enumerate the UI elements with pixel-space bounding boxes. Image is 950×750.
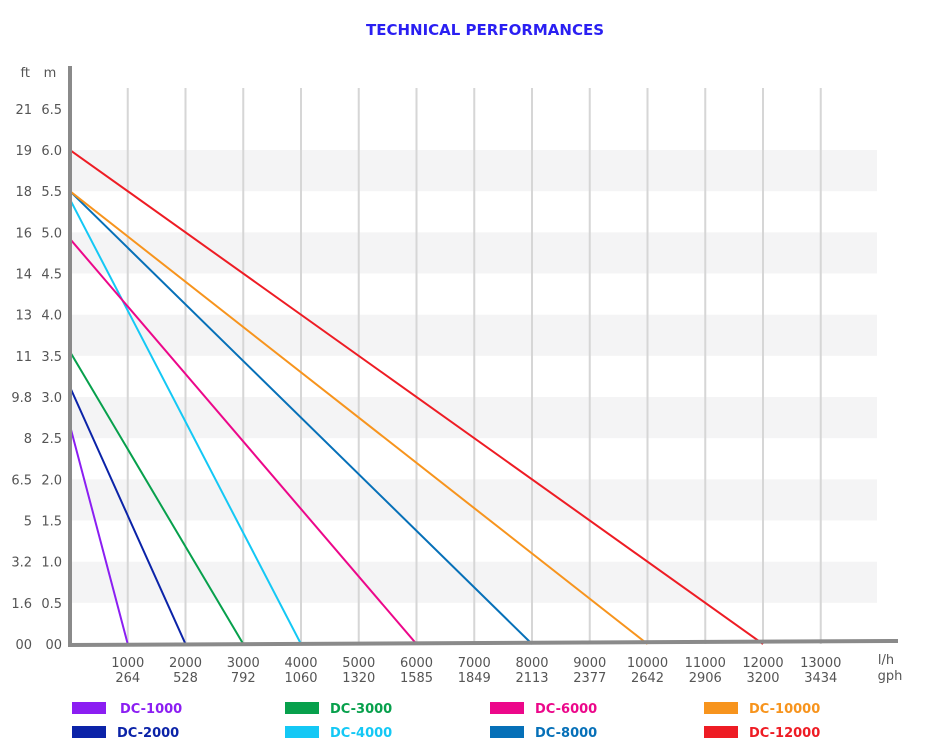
x-tick-gph: 528 <box>173 671 198 686</box>
y-tick-m: 1.0 <box>41 556 62 571</box>
legend-label: DC-10000 <box>749 702 820 717</box>
y-tick-m: 6.0 <box>41 144 62 159</box>
x-unit-gph: gph <box>878 669 903 684</box>
y-tick-m: 4.0 <box>41 309 62 324</box>
x-tick-lh: 2000 <box>169 656 202 671</box>
y-tick-m: 0.5 <box>41 597 62 612</box>
y-tick-m: 1.5 <box>41 515 62 530</box>
series-line-dc-6000 <box>69 238 418 645</box>
x-tick-lh: 1000 <box>111 656 144 671</box>
y-tick-ft: 1.6 <box>11 597 32 612</box>
x-tick-lh: 11000 <box>685 656 726 671</box>
legend-label: DC-2000 <box>117 726 179 741</box>
x-tick-gph: 2377 <box>573 671 606 686</box>
y-tick-ft: 21 <box>15 103 32 118</box>
x-tick-lh: 5000 <box>342 656 375 671</box>
x-tick-lh: 8000 <box>515 656 548 671</box>
x-axis <box>67 639 899 647</box>
legend-swatch <box>285 726 319 738</box>
y-tick-m: 6.5 <box>41 103 62 118</box>
legend-swatch <box>704 702 738 714</box>
y-tick-ft: 6.5 <box>11 473 32 488</box>
y-tick-ft: 13 <box>15 309 32 324</box>
series-line-dc-12000 <box>69 149 764 645</box>
legend-label: DC-3000 <box>330 702 392 717</box>
x-tick-gph: 2642 <box>631 671 664 686</box>
y-tick-ft: 14 <box>15 268 32 283</box>
x-tick-lh: 10000 <box>627 656 668 671</box>
legend-swatch <box>285 702 319 714</box>
legend-swatch <box>704 726 738 738</box>
x-tick-lh: 9000 <box>573 656 606 671</box>
x-tick-gph: 3434 <box>804 671 837 686</box>
y-tick-m: 4.5 <box>41 268 62 283</box>
x-tick-gph: 1849 <box>458 671 491 686</box>
x-tick-gph: 3200 <box>746 671 779 686</box>
series-line-dc-10000 <box>69 190 649 645</box>
y-unit-ft: ft <box>21 66 30 81</box>
legend-label: DC-8000 <box>535 726 597 741</box>
series-line-dc-1000 <box>69 425 129 645</box>
y-tick-m: 2.0 <box>41 473 62 488</box>
y-unit-m: m <box>44 66 57 81</box>
series-line-dc-8000 <box>69 190 533 645</box>
legend-swatch <box>490 702 524 714</box>
series-line-dc-4000 <box>69 198 302 645</box>
x-tick-lh: 12000 <box>742 656 783 671</box>
legend-label: DC-1000 <box>120 702 182 717</box>
y-tick-m: 3.5 <box>41 350 62 365</box>
x-tick-gph: 264 <box>115 671 140 686</box>
legend-swatch <box>72 702 106 714</box>
y-tick-m: 2.5 <box>41 432 62 447</box>
x-tick-gph: 2906 <box>689 671 722 686</box>
y-tick-m: 3.0 <box>41 391 62 406</box>
y-tick-ft: 11 <box>15 350 32 365</box>
x-tick-gph: 2113 <box>515 671 548 686</box>
y-tick-ft: 00 <box>15 638 32 653</box>
x-unit-lh: l/h <box>878 653 894 668</box>
x-tick-lh: 13000 <box>800 656 841 671</box>
y-tick-ft: 19 <box>15 144 32 159</box>
x-tick-gph: 1585 <box>400 671 433 686</box>
y-tick-ft: 8 <box>24 432 32 447</box>
y-tick-ft: 16 <box>15 226 32 241</box>
x-tick-gph: 1320 <box>342 671 375 686</box>
legend-swatch <box>72 726 106 738</box>
y-tick-m: 5.0 <box>41 226 62 241</box>
chart-title: TECHNICAL PERFORMANCES <box>366 21 604 39</box>
y-tick-ft: 18 <box>15 185 32 200</box>
y-tick-ft: 9.8 <box>11 391 32 406</box>
legend-label: DC-4000 <box>330 726 392 741</box>
x-tick-lh: 3000 <box>227 656 260 671</box>
series-line-dc-3000 <box>69 351 245 645</box>
y-tick-m: 5.5 <box>41 185 62 200</box>
y-tick-m: 00 <box>45 638 62 653</box>
legend-label: DC-6000 <box>535 702 597 717</box>
x-tick-lh: 4000 <box>284 656 317 671</box>
x-tick-lh: 6000 <box>400 656 433 671</box>
x-tick-lh: 7000 <box>458 656 491 671</box>
x-tick-gph: 792 <box>231 671 256 686</box>
series-line-dc-2000 <box>69 386 187 645</box>
y-tick-ft: 5 <box>24 515 32 530</box>
y-tick-ft: 3.2 <box>11 556 32 571</box>
legend-label: DC-12000 <box>749 726 820 741</box>
x-tick-gph: 1060 <box>284 671 317 686</box>
legend-swatch <box>490 726 524 738</box>
